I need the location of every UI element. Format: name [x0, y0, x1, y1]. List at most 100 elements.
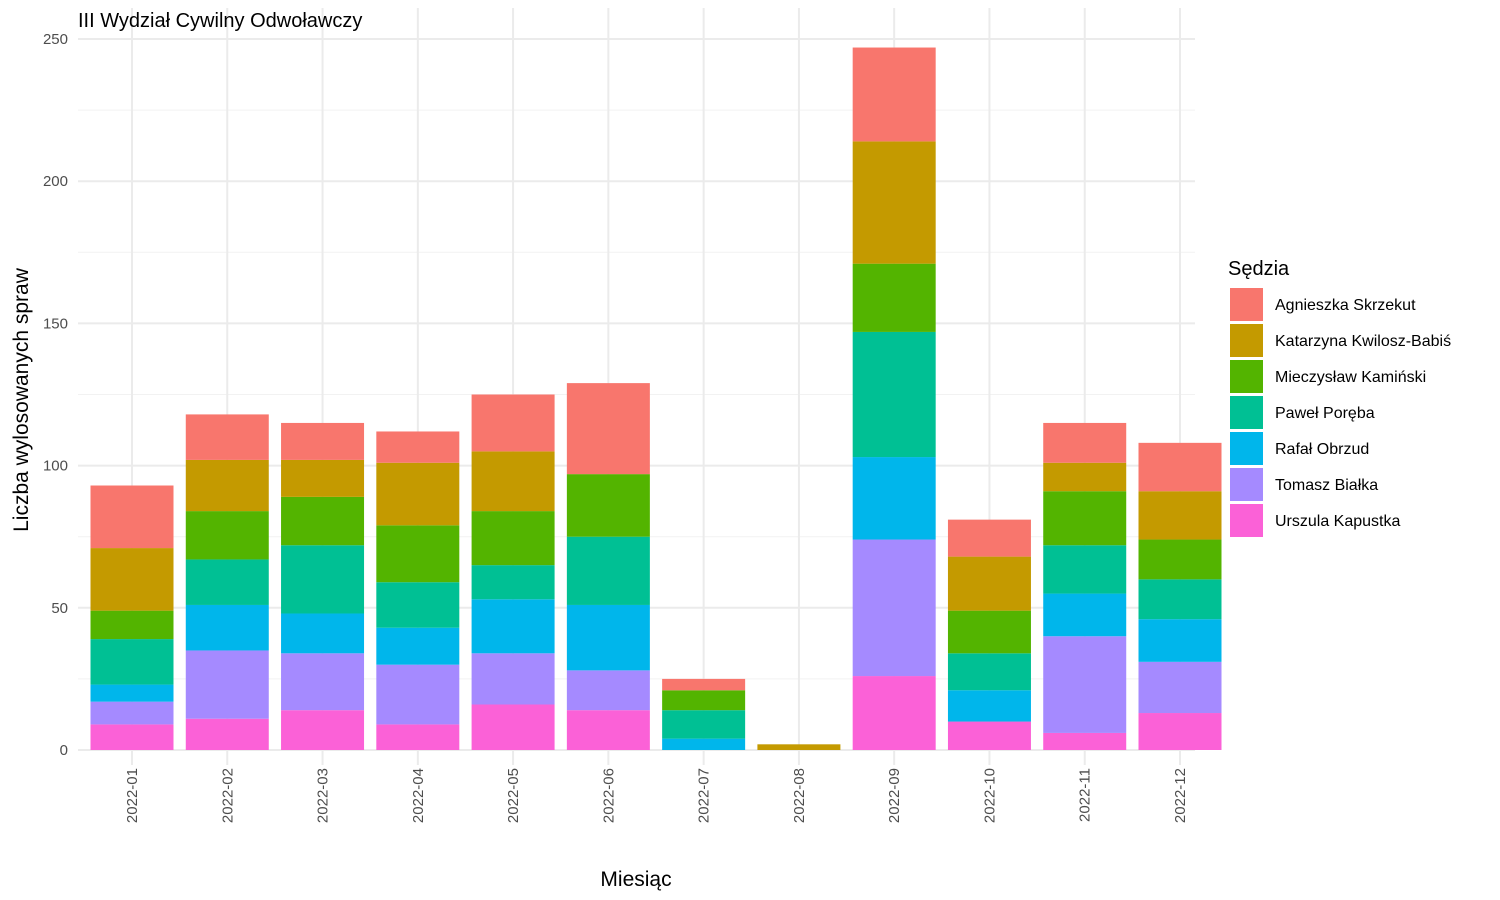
bar-segment — [471, 451, 555, 512]
bar-segment — [185, 459, 269, 512]
bar-segment — [1043, 422, 1127, 463]
y-tick-labels: 0 50 100 150 200 250 — [43, 31, 68, 759]
x-tick-label: 2022-10 — [981, 768, 998, 823]
x-tick-label: 2022-11 — [1077, 768, 1094, 822]
bar-segment — [376, 431, 460, 463]
y-tick-label: 50 — [51, 600, 68, 617]
bar-segment — [566, 474, 650, 537]
legend-key — [1230, 432, 1263, 465]
bar-segment — [90, 485, 174, 549]
y-tick-label: 0 — [60, 742, 68, 759]
legend: Sędzia Agnieszka Skrzekut Katarzyna Kwilo… — [1228, 258, 1451, 537]
bar-segment — [1138, 491, 1222, 540]
y-tick-label: 100 — [43, 458, 68, 475]
bar-segment — [947, 653, 1031, 691]
bar-segment — [281, 545, 365, 614]
bar-segment — [90, 639, 174, 685]
bar-segment — [662, 678, 746, 691]
bar-segment — [281, 422, 365, 460]
bar-segment — [662, 710, 746, 739]
bar-segment — [757, 744, 841, 750]
x-tick-label: 2022-12 — [1172, 768, 1189, 823]
x-axis-title: Miesiąc — [600, 868, 671, 891]
legend-key — [1230, 324, 1263, 357]
bar-segment — [852, 676, 936, 750]
bar-segment — [185, 650, 269, 719]
bar-segment — [852, 539, 936, 677]
legend-label: Urszula Kapustka — [1275, 513, 1400, 530]
bar-segment — [376, 525, 460, 583]
bar-segment — [1043, 491, 1127, 546]
bar-segment — [947, 519, 1031, 557]
bar-segment — [947, 721, 1031, 750]
bar-segment — [1138, 539, 1222, 580]
bar-segment — [281, 653, 365, 711]
bar-segment — [947, 690, 1031, 722]
y-tick-label: 200 — [43, 173, 68, 190]
y-tick-label: 150 — [43, 315, 68, 332]
bar-segment — [185, 604, 269, 651]
bar-segment — [471, 704, 555, 750]
legend-label: Rafał Obrzud — [1275, 441, 1369, 458]
x-tick-label: 2022-05 — [505, 768, 522, 823]
bar-segment — [852, 263, 936, 332]
bar-segment — [185, 414, 269, 460]
bar-segment — [1138, 661, 1222, 714]
bar-segment — [376, 724, 460, 750]
bar-segment — [662, 690, 746, 711]
bar-segment — [90, 548, 174, 611]
bar-segment — [1138, 442, 1222, 492]
legend-key — [1230, 396, 1263, 429]
bar-segment — [90, 701, 174, 725]
bar-segment — [471, 599, 555, 654]
bar-segment — [566, 710, 650, 750]
bar-segment — [1043, 732, 1127, 750]
bar-segment — [1043, 545, 1127, 594]
x-tick-label: 2022-08 — [791, 768, 808, 823]
bar-segment — [185, 511, 269, 560]
bar-segment — [566, 536, 650, 605]
bar-segment — [1043, 593, 1127, 637]
bar-segment — [852, 457, 936, 540]
bar-segment — [566, 383, 650, 475]
bar-segment — [662, 738, 746, 750]
bar-segment — [281, 613, 365, 654]
legend-key — [1230, 468, 1263, 501]
bar-segment — [1043, 636, 1127, 733]
x-tick-label: 2022-01 — [124, 768, 141, 823]
legend-label: Mieczysław Kamiński — [1275, 369, 1426, 386]
bar-segment — [185, 718, 269, 750]
bar-segment — [90, 610, 174, 640]
legend-title: Sędzia — [1228, 258, 1290, 280]
bar-segment — [90, 684, 174, 702]
bar-segment — [947, 610, 1031, 654]
bar-segment — [852, 141, 936, 264]
bar-segment — [376, 462, 460, 526]
bar-segment — [471, 394, 555, 452]
legend-label: Paweł Poręba — [1275, 405, 1375, 422]
bar-segment — [566, 604, 650, 671]
y-tick-label: 250 — [43, 31, 68, 48]
bar-segment — [471, 565, 555, 600]
legend-label: Agnieszka Skrzekut — [1275, 297, 1416, 314]
bar-segment — [281, 459, 365, 497]
bar-segment — [1138, 713, 1222, 750]
bar-segment — [90, 724, 174, 750]
y-axis-title: Liczba wylosowanych spraw — [10, 267, 33, 532]
bar-segment — [1138, 619, 1222, 662]
legend-label: Katarzyna Kwilosz-Babiś — [1275, 333, 1451, 350]
x-tick-label: 2022-02 — [219, 768, 236, 823]
x-tick-label: 2022-07 — [696, 768, 713, 823]
x-tick-label: 2022-03 — [315, 768, 332, 823]
bar-segment — [471, 653, 555, 705]
chart-title: III Wydział Cywilny Odwoławczy — [78, 10, 362, 32]
x-tick-label: 2022-04 — [410, 768, 427, 823]
bar-segment — [185, 559, 269, 605]
bar-segment — [376, 627, 460, 665]
bar-segment — [852, 331, 936, 458]
bar-segment — [376, 582, 460, 628]
legend-label: Tomasz Białka — [1275, 477, 1378, 494]
legend-key — [1230, 504, 1263, 537]
bar-segment — [281, 496, 365, 546]
